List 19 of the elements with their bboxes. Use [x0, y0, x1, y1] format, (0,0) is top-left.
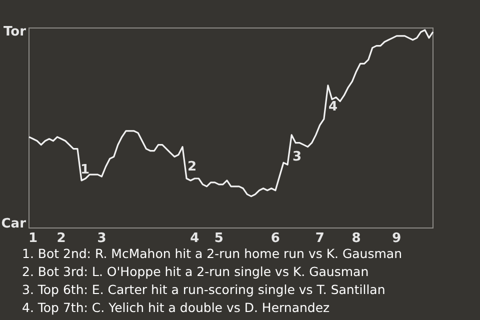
x-tick-label: 8: [352, 231, 361, 246]
x-tick-label: 1: [28, 231, 38, 246]
text: 4. Top 7th: C. Yelich hit a double vs D. Hernandez: [22, 300, 330, 315]
x-tick-label: 4: [190, 231, 200, 246]
x-tick-label: 6: [270, 231, 280, 246]
x-tick-label: 7: [315, 231, 324, 246]
annotation: 4: [328, 100, 338, 114]
text: Car: [1, 216, 27, 232]
annotation: 3: [292, 150, 302, 164]
annotation: 2: [187, 160, 197, 174]
x-tick-label: 9: [392, 231, 402, 246]
annotation: 1: [80, 162, 90, 178]
x-tick-label: 3: [97, 231, 106, 246]
text: Tor: [4, 24, 27, 40]
x-tick-label: 5: [214, 231, 224, 246]
text: 3. Top 6th: E. Carter hit a run-scoring single vs T. Santillan: [22, 282, 386, 297]
text: 1. Bot 2nd: R. McMahon hit a 2-run home run vs K. Gausman: [22, 246, 402, 261]
x-tick-label: 2: [56, 231, 66, 246]
text: 2. Bot 3rd: L. O'Hoppe hit a 2-run single vs K. Gausman: [22, 264, 369, 279]
